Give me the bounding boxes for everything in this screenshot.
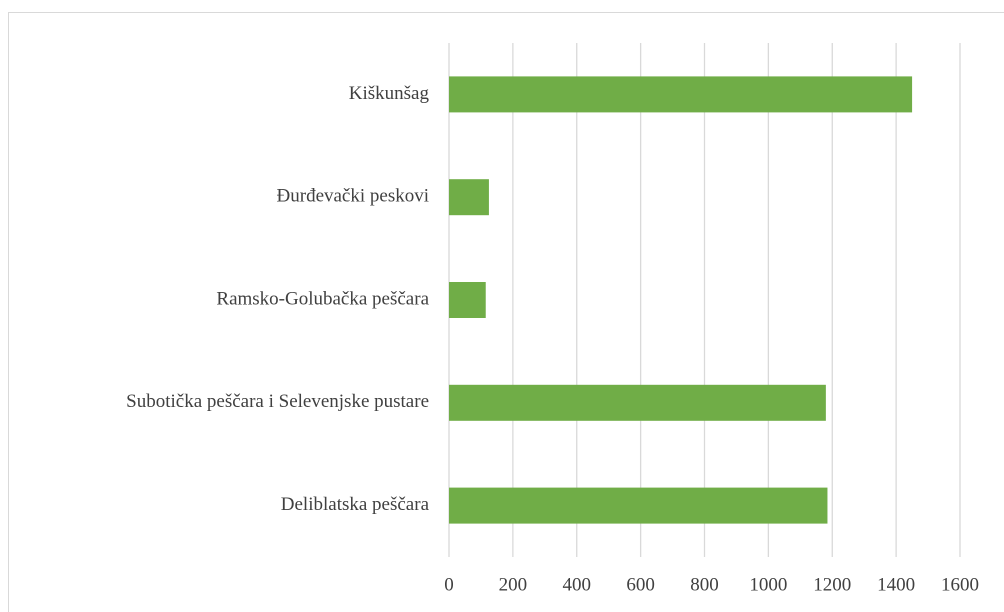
bar bbox=[449, 76, 913, 113]
x-tick-label: 1400 bbox=[877, 574, 915, 595]
x-tick-label: 1600 bbox=[941, 574, 979, 595]
bar bbox=[449, 487, 828, 524]
y-tick-label: Deliblatska peščara bbox=[281, 494, 430, 515]
x-tick-label: 200 bbox=[499, 574, 528, 595]
x-tick-label: 600 bbox=[626, 574, 655, 595]
x-tick-label: 1200 bbox=[813, 574, 851, 595]
x-tick-label: 0 bbox=[444, 574, 454, 595]
bar bbox=[449, 179, 489, 216]
bar bbox=[449, 384, 826, 421]
y-tick-label: Đurđevački peskovi bbox=[277, 186, 429, 207]
bar bbox=[449, 282, 486, 318]
x-tick-label: 400 bbox=[563, 574, 592, 595]
y-tick-label: Kiškunšag bbox=[349, 83, 430, 104]
y-tick-label: Subotička peščara i Selevenjske pustare bbox=[126, 391, 429, 412]
x-tick-label: 1000 bbox=[749, 574, 787, 595]
x-tick-label: 800 bbox=[690, 574, 719, 595]
y-tick-label: Ramsko-Golubačka peščara bbox=[216, 288, 429, 309]
